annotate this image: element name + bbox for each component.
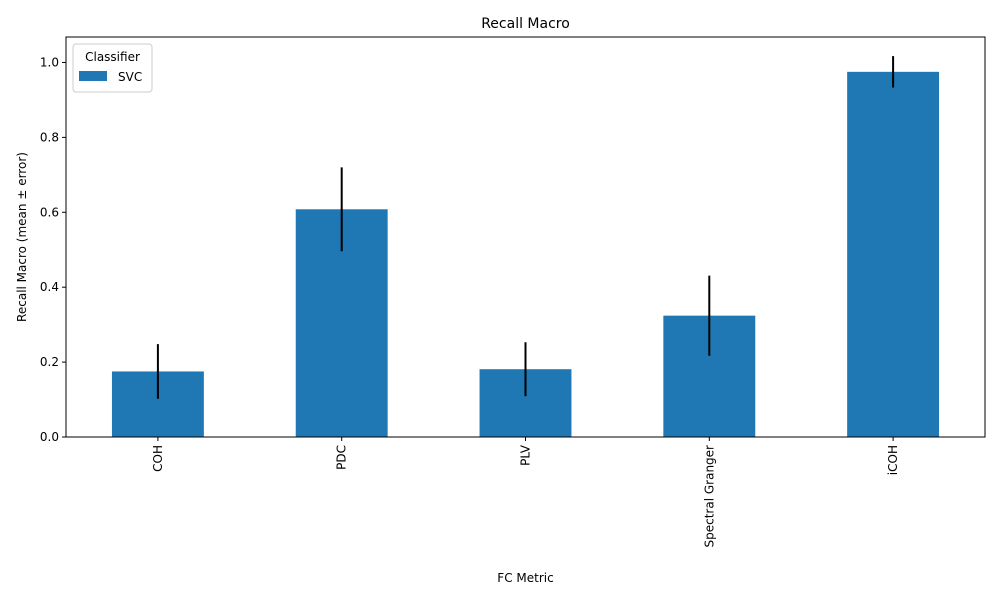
x-tick-label-coh: COH xyxy=(151,445,165,472)
error-bars-layer xyxy=(156,56,895,399)
legend-title: Classifier xyxy=(85,50,140,64)
y-tick-label: 0.2 xyxy=(40,355,59,369)
legend: Classifier SVC xyxy=(72,43,153,93)
x-tick-label-plv: PLV xyxy=(519,444,533,466)
x-axis: COH PDC PLV Spectral Granger iCOH xyxy=(151,437,900,547)
x-tick-label-pdc: PDC xyxy=(335,445,349,470)
chart-title: Recall Macro xyxy=(481,16,570,32)
legend-label-svc: SVC xyxy=(118,70,142,84)
y-axis-label: Recall Macro (mean ± error) xyxy=(15,152,29,322)
x-axis-label: FC Metric xyxy=(497,571,553,585)
y-axis: 0.0 0.2 0.4 0.6 0.8 1.0 xyxy=(40,55,66,444)
y-tick-label: 0.6 xyxy=(40,205,59,219)
x-tick-label-spectral-granger: Spectral Granger xyxy=(702,445,716,548)
y-tick-label: 0.0 xyxy=(40,430,59,444)
bar-icoh xyxy=(847,71,940,438)
legend-swatch-svc xyxy=(79,71,107,81)
y-tick-label: 0.4 xyxy=(40,280,59,294)
y-tick-label: 0.8 xyxy=(40,130,59,144)
x-tick-label-icoh: iCOH xyxy=(886,445,900,475)
y-tick-label: 1.0 xyxy=(40,55,59,69)
